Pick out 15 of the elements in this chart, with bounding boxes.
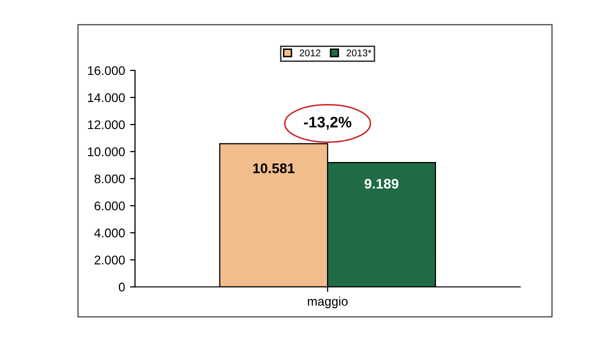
y-tick-label: 4.000 [94, 228, 125, 238]
annotation: -13,2% [304, 116, 352, 130]
data-label: 9.189 [364, 178, 398, 189]
legend-label: 2012 [300, 49, 320, 56]
y-tick-label: 2.000 [94, 256, 125, 264]
x-tick-label: maggio [308, 296, 348, 308]
y-tick-label: 10.000 [88, 147, 125, 156]
legend-label: 2013* [346, 49, 372, 56]
y-tick-label: 0 [118, 282, 125, 292]
y-tick-label: 12.000 [88, 120, 125, 130]
data-label: 10.581 [253, 163, 295, 174]
y-tick-label: 14.000 [88, 93, 125, 102]
y-tick-label: 16.000 [88, 66, 125, 76]
y-tick-label: 8.000 [94, 174, 125, 184]
y-tick-label: 6.000 [94, 202, 125, 210]
